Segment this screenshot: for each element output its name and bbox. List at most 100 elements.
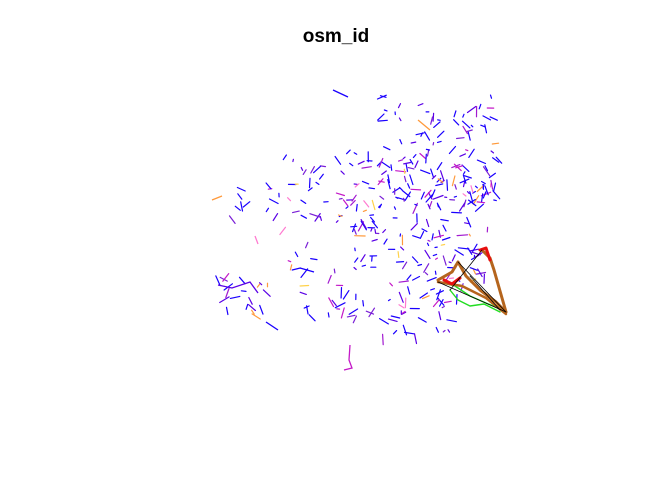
osm-segment <box>480 124 486 128</box>
osm-segment <box>472 268 477 275</box>
osm-segment <box>459 202 466 212</box>
osm-segment <box>398 291 404 303</box>
osm-segment <box>454 184 457 190</box>
osm-segment <box>368 307 376 318</box>
osm-segment <box>468 148 475 158</box>
osm-segment <box>474 185 478 189</box>
osm-segment <box>448 277 455 280</box>
highlighted-route-segment <box>449 249 483 291</box>
osm-segment <box>300 214 307 219</box>
osm-segment <box>368 187 376 190</box>
osm-segment <box>268 198 279 205</box>
osm-segment <box>438 311 442 321</box>
osm-segment <box>370 216 376 223</box>
osm-segment <box>259 304 264 315</box>
osm-segment <box>352 315 357 324</box>
osm-segment <box>217 281 259 294</box>
osm-segment <box>419 231 425 239</box>
osm-segment <box>453 110 457 118</box>
osm-segment <box>467 131 471 141</box>
osm-segment <box>435 183 444 187</box>
osm-segment <box>440 170 445 182</box>
osm-segment <box>463 175 472 179</box>
osm-segment <box>362 209 367 212</box>
osm-segment <box>425 148 431 151</box>
osm-segment <box>351 194 357 202</box>
osm-segment <box>478 103 482 110</box>
osm-segment <box>240 201 244 212</box>
osm-segment <box>395 261 405 263</box>
osm-segment <box>376 94 387 100</box>
osm-segment <box>327 274 332 284</box>
osm-segment <box>340 307 345 319</box>
osm-segment <box>441 236 451 241</box>
osm-segment <box>456 137 465 140</box>
osm-segment <box>470 185 474 193</box>
osm-segment <box>402 324 408 336</box>
osm-segment <box>477 268 483 278</box>
osm-segment <box>409 174 414 186</box>
osm-segment <box>488 172 496 179</box>
osm-segment <box>401 310 406 315</box>
osm-segment <box>434 270 437 275</box>
osm-segment <box>287 260 292 263</box>
osm-segment <box>436 162 443 171</box>
osm-segment <box>361 166 372 169</box>
osm-segment <box>442 329 446 333</box>
osm-segment <box>302 169 307 175</box>
osm-segment <box>495 156 503 164</box>
osm-segment <box>400 246 405 251</box>
osm-segment <box>247 304 256 312</box>
osm-segment <box>468 199 477 207</box>
osm-segment <box>401 311 407 315</box>
osm-segment <box>453 119 460 126</box>
osm-segment <box>489 116 498 121</box>
osm-segment <box>492 157 500 163</box>
osm-segment <box>299 267 315 273</box>
osm-segment <box>417 119 431 131</box>
osm-segment <box>433 121 441 129</box>
osm-segment <box>308 314 316 322</box>
osm-segment <box>378 157 384 168</box>
osm-segment <box>319 165 327 168</box>
osm-segment <box>489 94 493 99</box>
osm-segment <box>360 220 367 231</box>
osm-segment <box>238 276 246 285</box>
osm-segment <box>360 254 366 263</box>
osm-segment <box>412 275 421 281</box>
highlighted-route-segment <box>469 275 501 311</box>
osm-segment <box>417 263 423 267</box>
osm-segment <box>432 142 435 146</box>
osm-segment <box>319 173 324 180</box>
osm-segment <box>493 199 497 202</box>
osm-segment <box>427 203 431 210</box>
osm-segment <box>410 141 417 144</box>
highlighted-route-layer <box>436 246 508 316</box>
osm-segment <box>361 264 366 267</box>
osm-segment <box>420 191 425 200</box>
osm-segment <box>346 314 356 318</box>
plot-title: osm_id <box>302 26 370 47</box>
osm-segment <box>398 117 402 122</box>
osm-segment <box>381 170 387 175</box>
osm-segment <box>398 159 404 162</box>
osm-segment <box>229 295 241 299</box>
osm-segment <box>335 192 345 197</box>
osm-segment <box>389 282 393 287</box>
osm-segment <box>459 153 466 157</box>
osm-segment <box>472 190 476 194</box>
osm-segment <box>393 206 397 210</box>
osm-segment <box>215 275 221 287</box>
osm-segment <box>403 168 406 174</box>
osm-segment <box>451 175 456 187</box>
osm-segment <box>440 218 449 222</box>
osm-segment <box>211 195 223 201</box>
osm-segment <box>371 199 376 211</box>
osm-segment <box>435 326 439 333</box>
osm-segment <box>451 211 462 214</box>
osm-segment <box>254 235 259 245</box>
osm-segment <box>236 186 246 192</box>
osm-segment <box>240 290 247 292</box>
osm-segment <box>353 152 358 155</box>
osm-segment <box>459 178 470 184</box>
